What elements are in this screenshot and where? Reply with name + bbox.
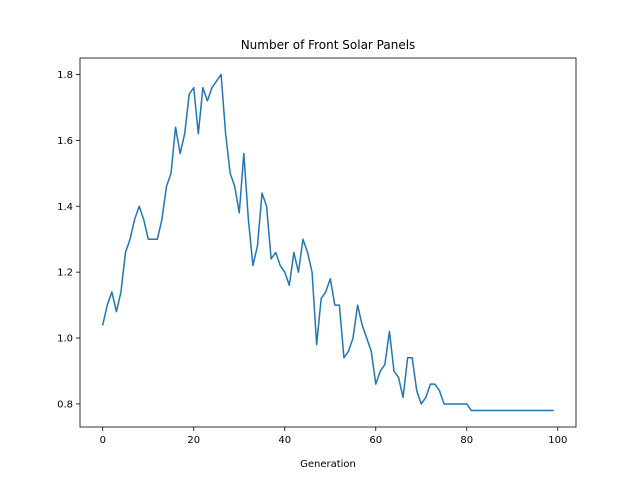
axis-ticks: 0 20 40 60 80 100 0.8 1.0 1.2 1.4 1.6 1.8	[57, 70, 567, 446]
y-tick-label: 0.8	[57, 399, 73, 410]
y-tick-label: 1.0	[57, 334, 73, 345]
x-tick-label: 100	[548, 435, 567, 446]
x-tick-label: 80	[460, 435, 473, 446]
x-tick-label: 0	[100, 435, 106, 446]
y-tick-label: 1.2	[57, 268, 73, 279]
series-layer	[102, 73, 554, 412]
y-tick-label: 1.6	[57, 136, 73, 147]
y-tick-label: 1.8	[57, 70, 73, 81]
x-tick-label: 20	[187, 435, 200, 446]
series-line	[102, 73, 554, 412]
y-tick-label: 1.4	[57, 202, 73, 213]
x-tick-label: 60	[369, 435, 382, 446]
x-axis-label: Generation	[300, 459, 356, 470]
x-tick-label: 40	[278, 435, 291, 446]
plot-frame	[79, 57, 577, 428]
chart-title: Number of Front Solar Panels	[241, 38, 416, 52]
